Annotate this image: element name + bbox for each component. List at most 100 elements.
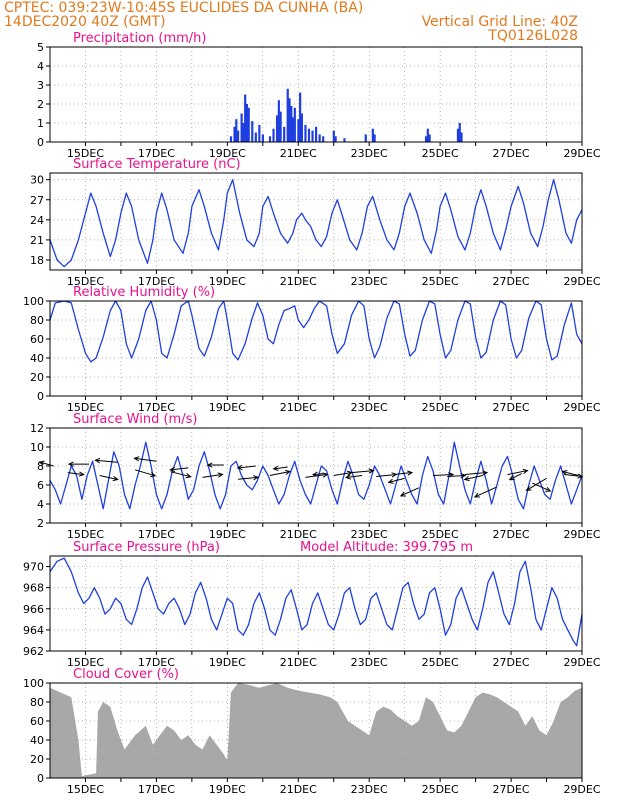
wind-arrow-shaft [388,477,405,483]
x-tick-label: 17DEC [138,147,175,160]
x-tick-label: 17DEC [138,401,175,414]
series-line [49,179,583,268]
x-tick-label: 21DEC [280,401,317,414]
series-line [49,441,583,510]
precip-bar [261,134,264,142]
precip-bar [426,128,429,142]
x-tick-label: 25DEC [422,147,459,160]
y-tick-label: 60 [30,715,44,728]
precip-bar [424,136,428,142]
panel-frame [49,300,583,397]
precip-bar [373,134,376,142]
precip-bar [293,107,296,142]
precip-bar [343,138,346,142]
series-line [49,557,583,647]
series-line [49,300,583,363]
wind-arrow-head [525,485,532,492]
wind-arrow-shaft [447,474,466,477]
y-tick-label: 24 [30,214,44,227]
precip-bar [318,134,321,142]
wind-arrow-shaft [134,457,157,462]
wind-arrow-head [463,476,470,482]
precip-bar [279,111,282,142]
x-tick-label: 17DEC [138,656,175,669]
y-tick-label: 4 [37,60,44,73]
y-tick-label: 20 [30,753,44,766]
wind-arrow-head [94,457,101,464]
precip-bar [428,134,431,142]
y-tick-label: 80 [30,696,44,709]
wind-arrow-head [206,462,213,468]
precip-bar [272,128,275,142]
x-tick-label: 19DEC [209,783,246,796]
wind-arrow-shaft [99,475,118,480]
wind-arrow-head [311,471,318,477]
x-tick-label: 23DEC [351,401,388,414]
wind-arrow-shaft [333,472,352,476]
wind-arrow-shaft [509,473,522,481]
y-tick-label: 0 [37,772,44,785]
wind-panel: Surface Wind (m/s) 2 4 6 8 10 12 15DEC 17DEC 19D… [30,412,601,541]
x-tick-label: 21DEC [280,275,317,288]
wind-arrow-head [236,464,243,471]
wind-arrow-head [387,478,394,484]
x-tick-label: 29DEC [563,275,600,288]
x-tick-label: 23DEC [351,656,388,669]
x-tick-label: 19DEC [209,147,246,160]
precipitation-title: Precipitation (mm/h) [73,31,206,46]
precip-bar [332,130,335,142]
x-tick-label: 15DEC [67,147,104,160]
precip-bar [290,105,293,142]
precip-bar [240,113,243,142]
x-tick-label: 15DEC [67,656,104,669]
wind-arrow-head [399,491,406,497]
wind-arrow-shaft [170,467,189,471]
x-tick-label: 15DEC [67,401,104,414]
precip-bar [236,130,240,142]
wind-arrow-shaft [564,474,583,478]
wind-arrow-shaft [507,470,528,476]
x-tick-label: 23DEC [351,147,388,160]
header-vertical-grid: Vertical Grid Line: 40Z [422,14,578,30]
wind-arrow-head [561,470,568,476]
humidity-panel: Relative Humidity (%) 0 20 40 60 80 100 15DEC 1… [23,285,601,414]
panel-frame [49,427,583,524]
precip-bar [235,119,238,142]
temperature-panel: Surface Temperature (nC) 18 21 24 27 30 15DEC… [30,157,601,288]
y-tick-label: 966 [23,603,44,616]
wind-arrow-head [272,465,279,471]
y-tick-label: 12 [30,422,44,435]
wind-arrow-head [460,473,467,479]
wind-arrow-head [217,472,224,478]
precip-bar [244,94,247,142]
y-tick-label: 6 [37,479,44,492]
wind-arrow-shaft [313,473,324,476]
wind-arrow-shaft [67,472,84,476]
x-tick-label: 27DEC [493,783,530,796]
wind-arrow-shaft [526,477,547,491]
wind-arrow-head [253,475,260,481]
wind-arrow-head [185,473,192,479]
precip-bar [300,113,304,142]
precip-bar [458,123,461,142]
y-tick-label: 40 [30,352,44,365]
wind-arrow-shaft [237,476,259,480]
y-tick-label: 21 [30,234,44,247]
precip-bar [288,98,291,142]
x-tick-label: 29DEC [563,147,600,160]
wind-arrow-shaft [376,473,397,477]
x-tick-label: 17DEC [138,783,175,796]
wind-arrow-head [368,468,375,474]
x-tick-label: 27DEC [493,528,530,541]
model-altitude-label: Model Altitude: 399.795 m [300,540,473,555]
pressure-title: Surface Pressure (hPa) [73,540,220,555]
y-tick-label: 964 [23,624,44,637]
y-tick-label: 968 [23,582,44,595]
precip-bar [304,124,307,142]
precip-bar [315,126,318,142]
x-tick-label: 25DEC [422,275,459,288]
panel-frame [49,46,583,143]
wind-arrow-head [473,492,480,498]
x-tick-label: 27DEC [493,401,530,414]
y-tick-label: 27 [30,194,44,207]
